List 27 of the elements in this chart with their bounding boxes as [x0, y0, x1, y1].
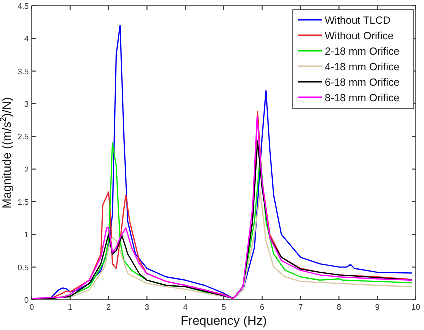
y-tick-label: 2	[24, 165, 30, 174]
y-tick-label: 0.5	[18, 263, 30, 272]
x-tick-label: 10	[412, 303, 421, 312]
x-tick-label: 2	[106, 303, 112, 312]
x-tick-label: 4	[183, 303, 188, 312]
x-tick-label: 8	[336, 303, 342, 312]
legend-label: 6-18 mm Orifice	[325, 77, 400, 89]
legend-label: 4-18 mm Orifice	[325, 62, 400, 74]
x-tick-label: 1	[68, 303, 74, 312]
legend-label: 8-18 mm Orifice	[325, 92, 400, 104]
y-tick-label: 4.5	[18, 2, 30, 11]
x-tick-label: 6	[260, 303, 266, 312]
x-tick-label: 9	[375, 303, 380, 312]
legend-label: Without TLCD	[325, 15, 392, 27]
y-tick-label: 3.5	[18, 67, 30, 76]
y-tick-label: 2.5	[18, 132, 30, 142]
x-tick-label: 5	[222, 303, 227, 312]
y-tick-label: 3	[24, 100, 30, 109]
y-tick-label: 0	[24, 296, 30, 305]
y-tick-label: 1.5	[18, 198, 30, 207]
legend-label: Without Orifice	[325, 30, 394, 42]
x-axis-title: Frequency (Hz)	[180, 314, 268, 328]
y-tick-label: 4	[24, 34, 30, 44]
x-tick-label: 3	[144, 303, 150, 312]
y-tick-label: 1	[24, 230, 30, 240]
legend-label: 2-18 mm Orifice	[325, 46, 400, 58]
x-tick-label: 7	[298, 303, 304, 312]
